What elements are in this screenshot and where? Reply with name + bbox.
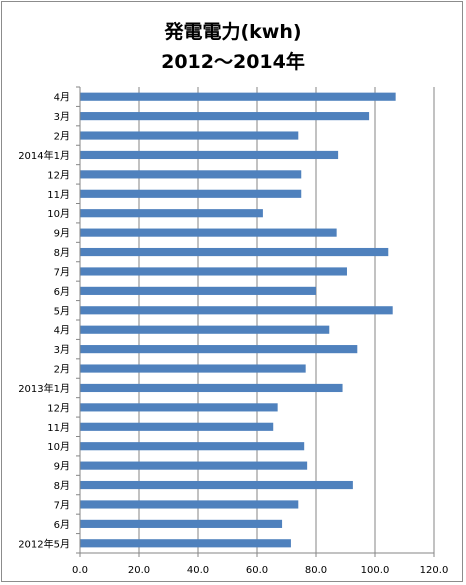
bar — [80, 519, 283, 528]
x-tick-label: 0.0 — [72, 565, 88, 576]
category-label: 11月 — [47, 189, 70, 201]
bar — [80, 150, 339, 160]
bar — [80, 325, 330, 334]
category-label: 6月 — [54, 519, 70, 531]
category-label: 3月 — [54, 111, 70, 123]
category-labels: 2012年5月 6月 7月 8月 9月 10月 11月 12月 2013年1月 2月 3月 4月 5月 6… — [18, 92, 70, 551]
category-label: 8月 — [54, 480, 70, 492]
x-tick-label: 40.0 — [187, 565, 209, 576]
category-label: 7月 — [54, 499, 70, 511]
category-label: 5月 — [54, 305, 70, 317]
category-label: 12月 — [47, 169, 70, 181]
chart-title-line-1: 発電電力(kwh) — [163, 20, 301, 43]
axes — [76, 86, 435, 557]
category-label: 2月 — [54, 364, 70, 376]
bar — [80, 500, 299, 509]
bar — [80, 306, 393, 315]
category-label: 2014年1月 — [18, 149, 70, 162]
category-label: 10月 — [47, 208, 70, 220]
bar-series — [80, 92, 396, 548]
bar — [80, 364, 306, 373]
x-tick-label: 60.0 — [246, 565, 268, 576]
bar — [80, 539, 291, 548]
bar — [80, 480, 353, 490]
bar — [80, 422, 274, 431]
bar — [80, 131, 299, 140]
category-label: 11月 — [47, 422, 70, 434]
category-label: 6月 — [54, 286, 70, 298]
value-axis-labels: 0.0 20.0 40.0 60.0 80.0 100.0 120.0 — [72, 565, 448, 576]
bar — [80, 112, 370, 121]
x-tick-label: 20.0 — [128, 565, 150, 576]
category-label: 12月 — [47, 402, 70, 414]
bar — [80, 228, 337, 237]
category-label: 2月 — [54, 131, 70, 143]
category-label: 8月 — [54, 247, 70, 259]
category-label: 10月 — [47, 441, 70, 453]
category-label: 9月 — [54, 228, 70, 240]
x-tick-label: 100.0 — [361, 565, 390, 576]
bar — [80, 170, 302, 179]
chart-title-line-2: 2012～2014年 — [161, 50, 305, 73]
bar — [80, 345, 358, 354]
x-tick-label: 80.0 — [305, 565, 327, 576]
gridlines — [138, 87, 435, 553]
bar — [80, 92, 396, 101]
bar — [80, 267, 347, 276]
bar — [80, 209, 263, 218]
category-label: 2012年5月 — [18, 537, 70, 550]
bar — [80, 403, 278, 412]
bar — [80, 247, 389, 257]
bar — [80, 383, 343, 393]
x-tick-label: 120.0 — [420, 565, 449, 576]
category-label: 4月 — [54, 92, 70, 104]
bar — [80, 189, 302, 198]
bar — [80, 461, 308, 470]
category-label: 3月 — [54, 344, 70, 356]
bar — [80, 442, 305, 451]
bar — [80, 286, 316, 295]
category-label: 9月 — [54, 461, 70, 473]
category-label: 2013年1月 — [18, 382, 70, 395]
category-label: 7月 — [54, 266, 70, 278]
category-label: 4月 — [54, 325, 70, 337]
